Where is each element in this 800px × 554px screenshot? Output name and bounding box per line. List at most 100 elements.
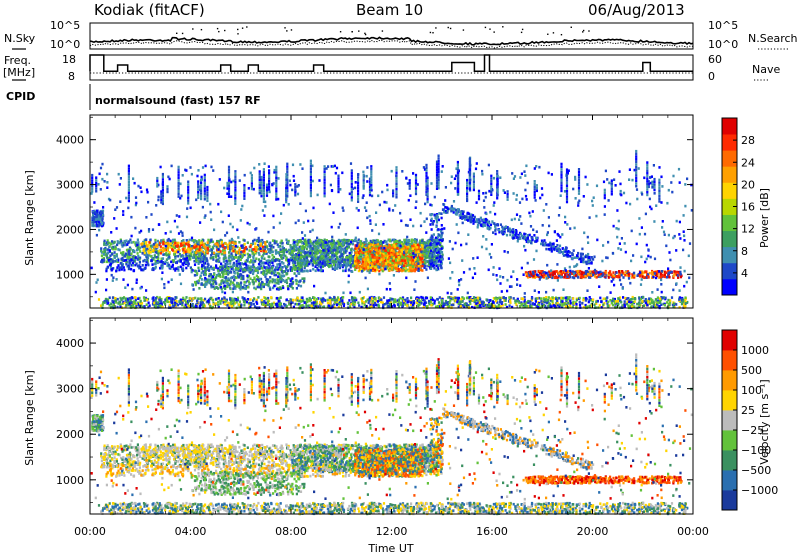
range-gate-cell [282,247,285,250]
range-gate-cell [194,269,197,273]
range-gate-cell [314,257,317,261]
range-gate-cell [247,274,251,278]
range-gate-cell [301,241,304,245]
range-gate-cell [331,251,334,255]
range-gate-cell [386,256,389,260]
range-gate-cell [430,261,433,265]
range-gate-cell [248,269,251,273]
range-gate-cell [173,252,176,256]
range-gate-cell [299,279,302,283]
range-gate-cell [375,260,378,264]
range-gate-cell [321,269,324,273]
range-gate-cell [131,262,134,265]
range-gate-cell [268,262,271,266]
range-gate-cell [397,240,400,243]
range-gate-cell [218,256,221,260]
range-gate-cell [108,250,112,254]
range-gate-cell [142,259,145,263]
range-gate-cell [214,254,217,257]
range-gate-cell [193,253,196,256]
range-gate-cell [388,245,391,248]
range-gate-cell [215,266,218,269]
range-gate-cell [479,216,482,220]
range-gate-cell [315,252,318,256]
range-gate-cell [413,246,416,250]
range-gate-cell [115,253,118,256]
range-gate-cell [244,286,247,290]
range-gate-cell [378,269,381,273]
range-gate-cell [319,262,322,266]
range-gate-cell [294,254,297,257]
range-gate-cell [232,261,235,265]
range-gate-cell [280,278,283,281]
range-gate-cell [267,278,270,281]
range-gate-cell [524,233,527,236]
range-gate-cell [140,268,143,272]
range-gate-cell [361,262,364,265]
range-gate-cell [437,263,440,267]
range-gate-cell [369,243,372,247]
range-gate-cell [217,267,220,270]
range-gate-cell [262,254,265,257]
range-gate-cell [101,209,105,213]
range-gate-cell [123,268,126,272]
range-gate-cell [444,206,447,209]
range-gate-cell [381,252,384,255]
range-gate-cell [419,239,422,243]
range-gate-cell [212,285,215,289]
range-gate-cell [248,281,251,285]
range-gate-cell [347,268,350,272]
range-gate-cell [201,270,205,273]
nsky-point [570,26,572,28]
range-gate-cell [543,243,546,246]
range-gate-cell [519,237,522,240]
range-gate-cell [212,251,216,255]
nsky-point [582,31,584,33]
range-gate-cell [91,217,94,220]
range-gate-cell [585,260,588,264]
range-gate-cell [392,238,395,242]
range-gate-cell [101,257,104,261]
range-gate-cell [314,254,317,257]
nsky-point [462,29,465,31]
range-gate-cell [188,254,191,258]
range-gate-cell [404,246,407,250]
range-gate-cell [377,252,380,255]
range-gate-cell [197,254,200,258]
range-gate-cell [626,270,630,273]
range-gate-cell [165,253,168,257]
range-gate-cell [494,227,497,231]
range-gate-cell [205,244,208,247]
range-gate-cell [438,234,441,237]
range-gate-cell [400,247,403,250]
range-gate-cell [322,259,325,263]
range-gate-cell [321,240,324,244]
range-gate-cell [182,254,185,258]
range-gate-cell [299,240,302,243]
range-gate-cell [457,208,460,211]
range-gate-cell [268,255,271,259]
range-gate-cell [396,258,399,262]
range-gate-cell [140,243,143,246]
range-gate-cell [562,252,565,255]
range-gate-cell [322,245,325,249]
range-gate-cell [486,223,489,226]
range-gate-cell [269,251,272,255]
range-gate-cell [437,260,440,263]
range-gate-cell [206,265,209,269]
range-gate-cell [351,242,355,246]
range-gate-cell [115,254,118,258]
range-gate-cell [254,279,257,283]
range-gate-cell [188,257,191,261]
range-gate-cell [215,259,218,263]
range-gate-cell [414,258,417,261]
range-gate-cell [259,242,262,245]
range-gate-cell [269,271,272,274]
range-gate-cell [363,260,366,263]
range-gate-cell [358,266,361,269]
range-gate-cell [251,259,254,263]
range-gate-cell [561,247,564,250]
range-gate-cell [285,257,288,260]
range-gate-cell [279,276,282,280]
range-gate-cell [304,258,308,261]
